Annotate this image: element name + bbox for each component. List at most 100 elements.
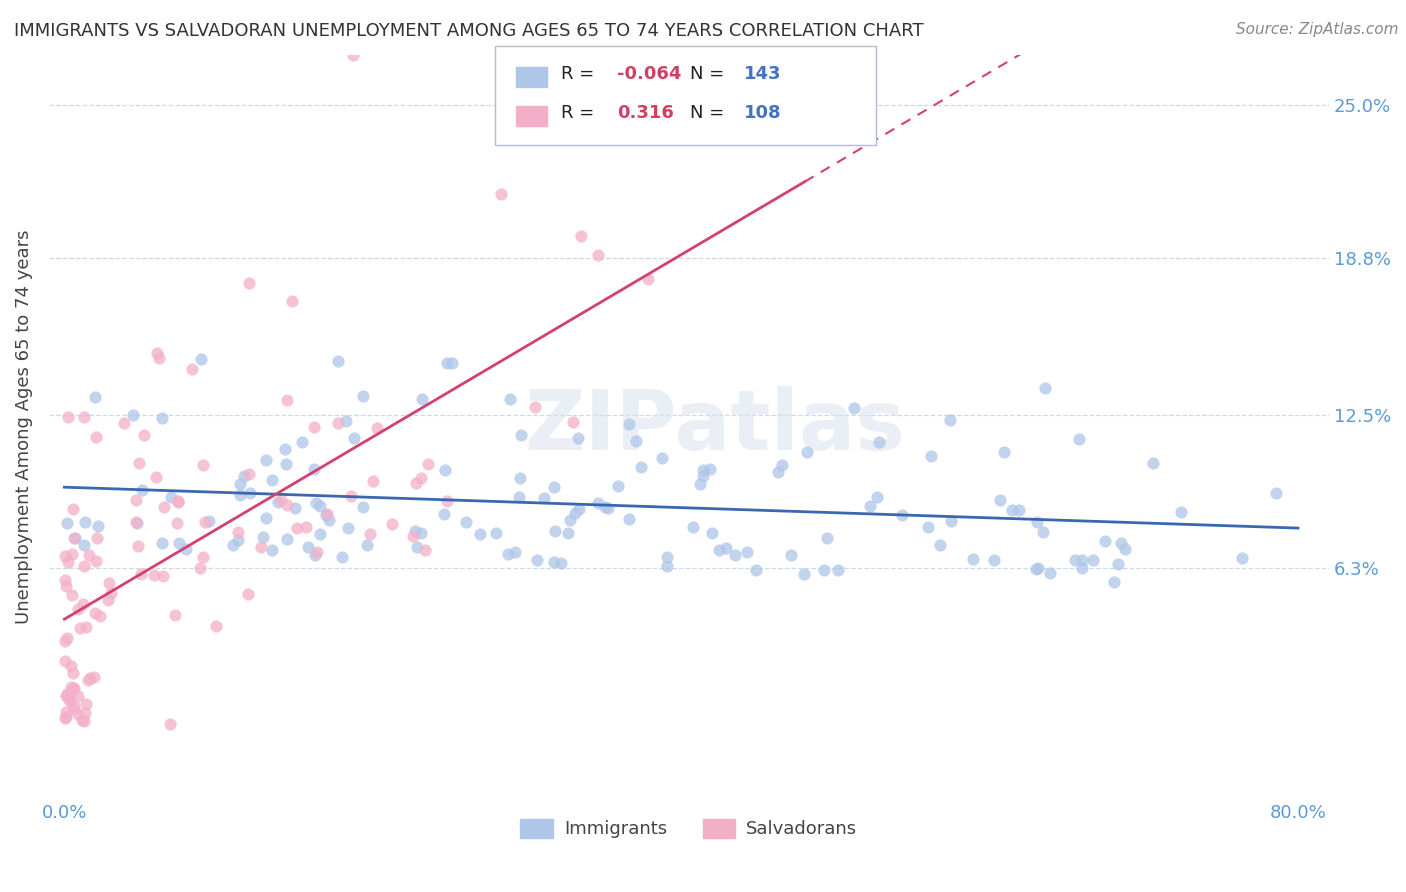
Point [342, 48, 364, 62]
Point [1028, 560, 1050, 574]
Text: -0.064: -0.064 [617, 65, 682, 83]
Point [692, 463, 714, 477]
Point [58, 555, 80, 569]
Point [67, 706, 90, 721]
Point [606, 478, 628, 492]
Point [152, 569, 174, 583]
Point [550, 556, 572, 570]
Point [436, 356, 458, 370]
Point [131, 483, 153, 498]
Point [121, 409, 143, 423]
Point [595, 500, 617, 515]
Point [588, 496, 610, 510]
Point [692, 468, 714, 483]
Point [700, 525, 723, 540]
Point [617, 417, 640, 431]
Point [284, 501, 307, 516]
Point [533, 491, 555, 506]
Point [699, 462, 721, 476]
Point [142, 567, 165, 582]
Point [624, 434, 647, 448]
Point [1102, 575, 1125, 590]
Point [260, 473, 283, 487]
Point [56, 516, 79, 530]
Point [77, 548, 100, 562]
Point [180, 362, 202, 376]
Point [315, 507, 337, 521]
Point [287, 521, 309, 535]
Point [305, 545, 328, 559]
Point [55, 705, 77, 719]
Point [411, 392, 433, 407]
Point [297, 540, 319, 554]
Point [190, 351, 212, 366]
Point [63, 531, 86, 545]
Point [815, 532, 838, 546]
Point [198, 515, 221, 529]
Point [1067, 432, 1090, 446]
Point [637, 272, 659, 286]
Point [308, 526, 330, 541]
Point [1264, 486, 1286, 500]
Point [1111, 536, 1133, 550]
Point [651, 450, 673, 465]
Point [304, 548, 326, 562]
Point [689, 477, 711, 491]
Point [73, 409, 96, 424]
Point [166, 495, 188, 509]
Point [238, 276, 260, 290]
Point [1107, 557, 1129, 571]
Point [60, 547, 83, 561]
Point [226, 533, 249, 547]
Point [55, 689, 77, 703]
Point [404, 524, 426, 538]
Point [793, 566, 815, 581]
Point [1094, 534, 1116, 549]
Point [83, 670, 105, 684]
Point [1114, 542, 1136, 557]
Point [222, 538, 245, 552]
Point [523, 401, 546, 415]
Point [270, 493, 292, 508]
Point [561, 416, 583, 430]
Point [59, 680, 82, 694]
Point [302, 419, 325, 434]
Point [72, 597, 94, 611]
Point [356, 538, 378, 552]
Point [62, 502, 84, 516]
Text: ZIPatlas: ZIPatlas [524, 386, 905, 467]
Point [509, 427, 531, 442]
Point [63, 702, 86, 716]
Point [150, 536, 173, 550]
Point [55, 689, 77, 703]
Point [454, 515, 477, 529]
Point [630, 459, 652, 474]
Point [859, 499, 882, 513]
Point [406, 540, 429, 554]
Point [939, 514, 962, 528]
Point [1039, 566, 1062, 580]
Point [125, 515, 148, 529]
Point [267, 495, 290, 509]
Point [1063, 553, 1085, 567]
Point [112, 416, 135, 430]
Point [1232, 551, 1254, 566]
Point [1071, 561, 1094, 575]
Point [568, 501, 591, 516]
Point [509, 471, 531, 485]
Point [360, 527, 382, 541]
Point [1083, 553, 1105, 567]
Point [152, 500, 174, 515]
Point [250, 541, 273, 555]
Point [318, 513, 340, 527]
Point [657, 559, 679, 574]
Point [160, 490, 183, 504]
Point [53, 634, 76, 648]
Point [381, 517, 404, 532]
Point [73, 706, 96, 721]
Point [434, 463, 457, 477]
Point [586, 248, 609, 262]
Point [97, 576, 120, 591]
Point [416, 457, 439, 471]
Point [291, 435, 314, 450]
